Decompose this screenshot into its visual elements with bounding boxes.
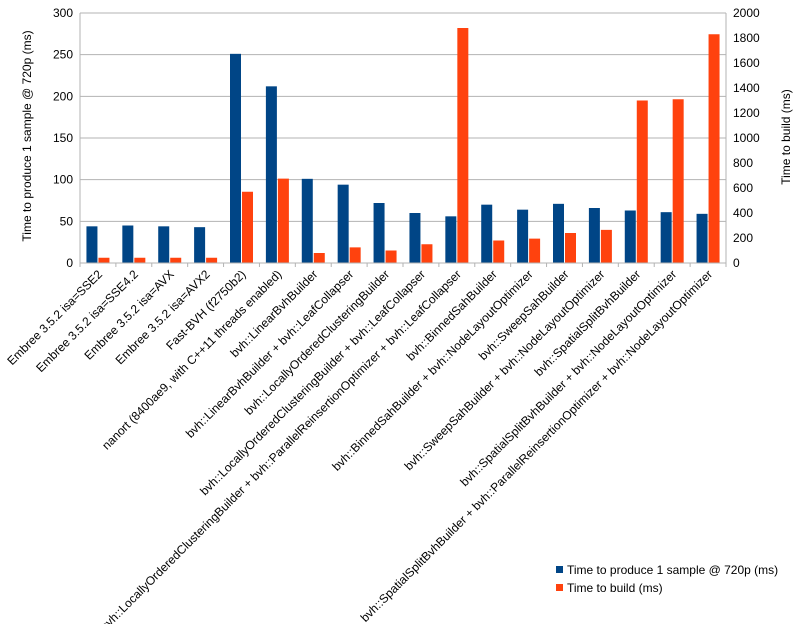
bar-build-time bbox=[206, 257, 218, 263]
bar-build-time bbox=[170, 257, 182, 263]
bar-build-time bbox=[708, 34, 720, 263]
bar-build-time bbox=[457, 28, 469, 263]
bar-sample-time bbox=[409, 213, 421, 263]
bar-build-time bbox=[421, 244, 433, 263]
bar-sample-time bbox=[265, 86, 277, 263]
bar-sample-time bbox=[481, 204, 493, 263]
left-tick-label: 250 bbox=[53, 48, 73, 62]
right-tick-label: 800 bbox=[733, 156, 753, 170]
right-axis-title: Time to build (ms) bbox=[779, 89, 793, 185]
bar-build-time bbox=[385, 250, 397, 263]
bar-build-time bbox=[565, 233, 576, 263]
bar-build-time bbox=[242, 191, 253, 263]
legend-swatch-series-2 bbox=[556, 584, 563, 591]
bar-build-time bbox=[493, 240, 505, 263]
bar-sample-time bbox=[660, 212, 672, 263]
legend-swatch-series-1 bbox=[556, 566, 563, 573]
right-tick-label: 1200 bbox=[733, 106, 760, 120]
bar-build-time bbox=[313, 253, 325, 263]
left-axis-ticks: 0 50 100 150 200 250 300 bbox=[53, 6, 73, 270]
right-tick-label: 1000 bbox=[733, 131, 760, 145]
bar-sample-time bbox=[517, 209, 529, 263]
bar-build-time bbox=[600, 229, 612, 263]
left-tick-label: 150 bbox=[53, 131, 73, 145]
bar-build-time bbox=[636, 100, 648, 263]
bar-sample-time bbox=[445, 216, 457, 263]
bar-sample-time bbox=[230, 53, 241, 264]
legend-label-series-1: Time to produce 1 sample @ 720p (ms) bbox=[567, 563, 778, 577]
left-tick-label: 200 bbox=[53, 89, 73, 103]
bar-build-time bbox=[349, 247, 361, 263]
left-tick-label: 300 bbox=[53, 6, 73, 20]
right-tick-label: 200 bbox=[733, 231, 753, 245]
bar-build-time bbox=[672, 99, 684, 263]
bar-sample-time bbox=[588, 208, 600, 263]
bars bbox=[86, 28, 720, 264]
bar-sample-time bbox=[86, 226, 98, 263]
right-tick-label: 1600 bbox=[733, 56, 760, 70]
bar-build-time bbox=[277, 178, 289, 263]
bar-sample-time bbox=[158, 226, 170, 263]
right-tick-label: 400 bbox=[733, 206, 753, 220]
bar-sample-time bbox=[194, 227, 206, 263]
bar-build-time bbox=[98, 257, 110, 263]
bar-sample-time bbox=[301, 178, 313, 263]
left-tick-label: 0 bbox=[66, 256, 73, 270]
left-axis-title: Time to produce 1 sample @ 720p (ms) bbox=[20, 30, 34, 241]
left-tick-label: 50 bbox=[60, 214, 74, 228]
legend: Time to produce 1 sample @ 720p (ms) Tim… bbox=[556, 563, 778, 595]
bar-sample-time bbox=[373, 203, 385, 263]
axes bbox=[79, 13, 727, 267]
gridlines bbox=[80, 12, 726, 264]
bar-sample-time bbox=[624, 210, 636, 263]
left-tick-label: 100 bbox=[53, 173, 73, 187]
right-tick-label: 1800 bbox=[733, 31, 760, 45]
right-axis-ticks: 0 200 400 600 800 1000 1200 1400 1600 1800 2000 bbox=[733, 6, 760, 270]
bar-build-time bbox=[134, 257, 146, 263]
bar-sample-time bbox=[696, 213, 708, 263]
right-tick-label: 1400 bbox=[733, 81, 760, 95]
bar-build-time bbox=[529, 238, 541, 263]
bar-sample-time bbox=[553, 203, 564, 263]
bar-sample-time bbox=[122, 225, 134, 263]
right-tick-label: 0 bbox=[733, 256, 740, 270]
right-tick-label: 2000 bbox=[733, 6, 760, 20]
legend-label-series-2: Time to build (ms) bbox=[567, 581, 663, 595]
right-tick-label: 600 bbox=[733, 181, 753, 195]
bar-sample-time bbox=[337, 184, 349, 263]
